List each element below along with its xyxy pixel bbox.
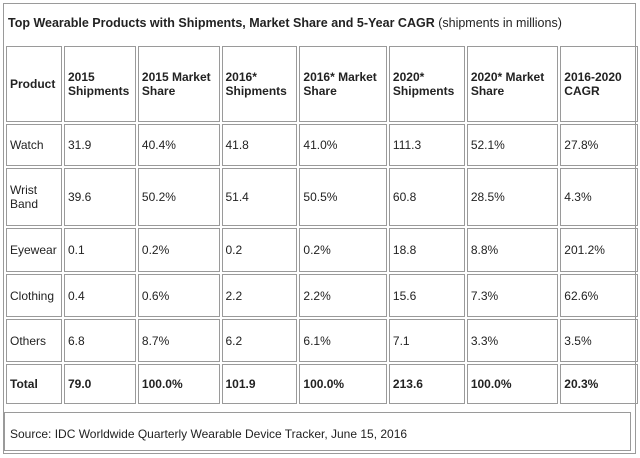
title-main: Top Wearable Products with Shipments, Ma… <box>8 16 435 30</box>
table-cell: 201.2% <box>560 228 638 272</box>
table-cell: 79.0 <box>63 364 136 404</box>
header-cell: 2016-2020 CAGR <box>560 46 638 122</box>
table-cell: 3.3% <box>466 319 559 362</box>
table-cell: 2.2 <box>221 274 298 317</box>
table-cell: 0.1 <box>63 228 136 272</box>
table-cell: 41.8 <box>221 124 298 166</box>
table-cell: 62.6% <box>560 274 638 317</box>
table-row: Watch 31.9 40.4% 41.8 41.0% 111.3 52.1% … <box>6 124 638 166</box>
table-cell: 52.1% <box>466 124 559 166</box>
header-cell: 2020* Shipments <box>388 46 465 122</box>
data-table: Product 2015 Shipments 2015 Market Share… <box>4 44 640 406</box>
table-cell: 8.7% <box>137 319 220 362</box>
table-cell: 6.8 <box>63 319 136 362</box>
table-cell: 60.8 <box>388 168 465 226</box>
table-cell: 7.3% <box>466 274 559 317</box>
table-cell: 39.6 <box>63 168 136 226</box>
header-cell: Product <box>6 46 62 122</box>
table-cell: 0.2 <box>221 228 298 272</box>
table-row: Wrist Band 39.6 50.2% 51.4 50.5% 60.8 28… <box>6 168 638 226</box>
table-cell: 0.2% <box>137 228 220 272</box>
table-row: Others 6.8 8.7% 6.2 6.1% 7.1 3.3% 3.5% <box>6 319 638 362</box>
table-cell: 2.2% <box>299 274 387 317</box>
table-row: Eyewear 0.1 0.2% 0.2 0.2% 18.8 8.8% 201.… <box>6 228 638 272</box>
table-cell: 101.9 <box>221 364 298 404</box>
table-cell: Clothing <box>6 274 62 317</box>
table-cell: 100.0% <box>137 364 220 404</box>
table-cell: 100.0% <box>299 364 387 404</box>
table-cell: 3.5% <box>560 319 638 362</box>
table-cell: 18.8 <box>388 228 465 272</box>
header-cell: 2015 Shipments <box>63 46 136 122</box>
table-row: Clothing 0.4 0.6% 2.2 2.2% 15.6 7.3% 62.… <box>6 274 638 317</box>
table-cell: Others <box>6 319 62 362</box>
table-cell: 111.3 <box>388 124 465 166</box>
table-cell: 15.6 <box>388 274 465 317</box>
table-cell: 0.2% <box>299 228 387 272</box>
table-cell: 4.3% <box>560 168 638 226</box>
header-cell: 2016* Shipments <box>221 46 298 122</box>
table-cell: Eyewear <box>6 228 62 272</box>
header-row: Product 2015 Shipments 2015 Market Share… <box>6 46 638 122</box>
table-cell: 31.9 <box>63 124 136 166</box>
table-cell: 6.2 <box>221 319 298 362</box>
table-cell: Watch <box>6 124 62 166</box>
table-cell: 20.3% <box>560 364 638 404</box>
table-cell: 28.5% <box>466 168 559 226</box>
source-note: Source: IDC Worldwide Quarterly Wearable… <box>4 412 631 451</box>
table-cell: 40.4% <box>137 124 220 166</box>
header-cell: 2016* Market Share <box>299 46 387 122</box>
table-cell: 51.4 <box>221 168 298 226</box>
table-cell: 0.4 <box>63 274 136 317</box>
table-cell: 6.1% <box>299 319 387 362</box>
table-cell: Wrist Band <box>6 168 62 226</box>
table-cell: 7.1 <box>388 319 465 362</box>
table-cell: 27.8% <box>560 124 638 166</box>
table-cell: 8.8% <box>466 228 559 272</box>
total-row: Total 79.0 100.0% 101.9 100.0% 213.6 100… <box>6 364 638 404</box>
table-cell: 100.0% <box>466 364 559 404</box>
header-cell: 2015 Market Share <box>137 46 220 122</box>
table-cell: 50.5% <box>299 168 387 226</box>
header-cell: 2020* Market Share <box>466 46 559 122</box>
title-note: (shipments in millions) <box>438 16 562 30</box>
table-cell: 213.6 <box>388 364 465 404</box>
table-title: Top Wearable Products with Shipments, Ma… <box>8 16 562 30</box>
table-cell: Total <box>6 364 62 404</box>
table-cell: 50.2% <box>137 168 220 226</box>
table-cell: 0.6% <box>137 274 220 317</box>
table-cell: 41.0% <box>299 124 387 166</box>
